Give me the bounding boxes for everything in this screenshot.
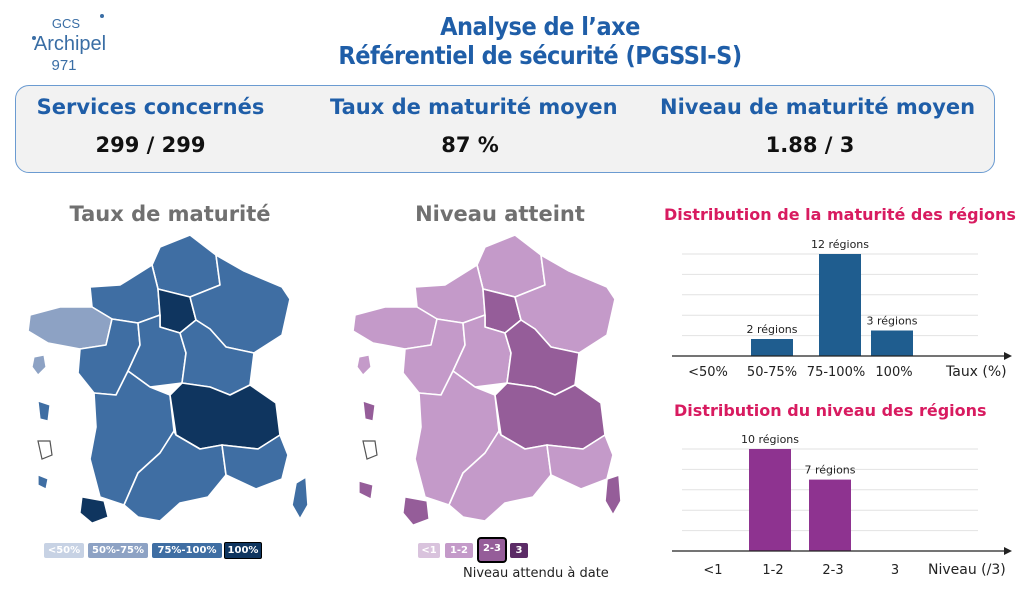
page-title-line2: Référentiel de sécurité (PGSSI-S) [338, 41, 742, 70]
page-title: Analyse de l’axe Référentiel de sécurité… [230, 12, 850, 70]
chart-niveau-bar-1 [749, 449, 791, 551]
chart-maturity-axis-arrow [1004, 352, 1012, 360]
chart-niveau-cat-3: 3 [890, 563, 900, 578]
chart-niveau-cat-0: <1 [703, 563, 723, 578]
island-guadeloupe [356, 354, 372, 376]
kpi-panel [15, 85, 995, 173]
chart-niveau-title: Distribution du niveau des régions [674, 401, 987, 420]
kpi-services-value: 299 / 299 [95, 133, 206, 157]
legend-niveau-2-3: 2-3 [477, 537, 507, 563]
kpi-taux-value: 87 % [441, 133, 499, 157]
island-reunion [79, 496, 109, 524]
chart-maturity-cat-3: 100% [875, 365, 913, 380]
chart-niveau-xlabel: Niveau (/3) [928, 562, 1006, 578]
chart-maturity-cat-1: 50-75% [746, 365, 798, 380]
kpi-niveau-label: Niveau de maturité moyen [660, 95, 976, 119]
chart-niveau-cat-1: 1-2 [762, 563, 784, 578]
gcs-archipel-logo: GCS Archipel 971 [32, 14, 106, 74]
chart-maturity-bar-1 [751, 339, 793, 356]
island-mayotte [37, 474, 49, 490]
region-bretagne [352, 306, 438, 350]
island-mayotte [358, 480, 374, 500]
kpi-services-label: Services concernés [36, 95, 265, 119]
chart-niveau-bar-2 [809, 479, 851, 551]
region-auvergne-rhone-alpes [169, 382, 281, 450]
map-left-title: Taux de maturité [69, 202, 271, 226]
chart-niveau: 10 régions 7 régions [672, 433, 1012, 555]
chart-niveau-axis-arrow [1004, 547, 1012, 555]
kpi-taux-label: Taux de maturité moyen [330, 95, 618, 119]
region-auvergne-rhone-alpes [494, 382, 606, 450]
island-guadeloupe [31, 354, 47, 376]
legend-niveau-note: Niveau attendu à date [463, 566, 609, 581]
chart-maturity-xlabel: Taux (%) [946, 364, 1007, 380]
chart-niveau-cat-2: 2-3 [822, 563, 844, 578]
island-guyane [37, 440, 53, 460]
region-paca [546, 434, 614, 490]
legend-maturity-100: 100% [224, 542, 262, 559]
legend-niveau-lt1: <1 [418, 543, 440, 558]
france-map-niveau [352, 235, 622, 526]
logo-line1: GCS [52, 16, 81, 31]
region-paca [221, 434, 289, 490]
island-martinique [37, 400, 51, 422]
legend-maturity-50-75: 50%-75% [88, 543, 148, 558]
chart-maturity-data-label-2: 12 régions [811, 238, 869, 251]
legend-niveau-3: 3 [510, 543, 528, 558]
island-martinique [362, 400, 376, 422]
map-right-title: Niveau atteint [415, 202, 585, 226]
chart-niveau-data-label-2: 7 régions [804, 464, 855, 477]
chart-maturity-bar-3 [871, 330, 913, 356]
legend-maturity-75-100: 75%-100% [152, 543, 222, 558]
chart-maturity-data-label-3: 3 régions [866, 315, 917, 328]
legend-maturity-lt50: <50% [44, 543, 84, 558]
logo-line2: Archipel [34, 33, 106, 55]
chart-maturity-bar-2 [819, 254, 861, 356]
logo-line3: 971 [51, 57, 76, 74]
region-hauts-de-france [476, 235, 546, 298]
chart-maturity: 2 régions 12 régions 3 régions [672, 238, 1012, 360]
chart-maturity-cat-0: <50% [688, 365, 728, 380]
region-bretagne [27, 306, 113, 350]
chart-niveau-data-label-1: 10 régions [741, 433, 799, 446]
chart-maturity-cat-2: 75-100% [806, 365, 866, 380]
chart-maturity-data-label-1: 2 régions [746, 323, 797, 336]
chart-maturity-title: Distribution de la maturité des régions [664, 205, 1016, 224]
page-title-line1: Analyse de l’axe [440, 12, 640, 41]
region-corse [604, 474, 622, 516]
france-map-maturity [27, 235, 309, 524]
kpi-niveau-value: 1.88 / 3 [765, 133, 855, 157]
island-reunion [402, 496, 430, 526]
island-guyane [362, 440, 378, 460]
region-corse [291, 476, 309, 520]
legend-niveau-1-2: 1-2 [445, 543, 473, 558]
region-hauts-de-france [151, 235, 221, 298]
